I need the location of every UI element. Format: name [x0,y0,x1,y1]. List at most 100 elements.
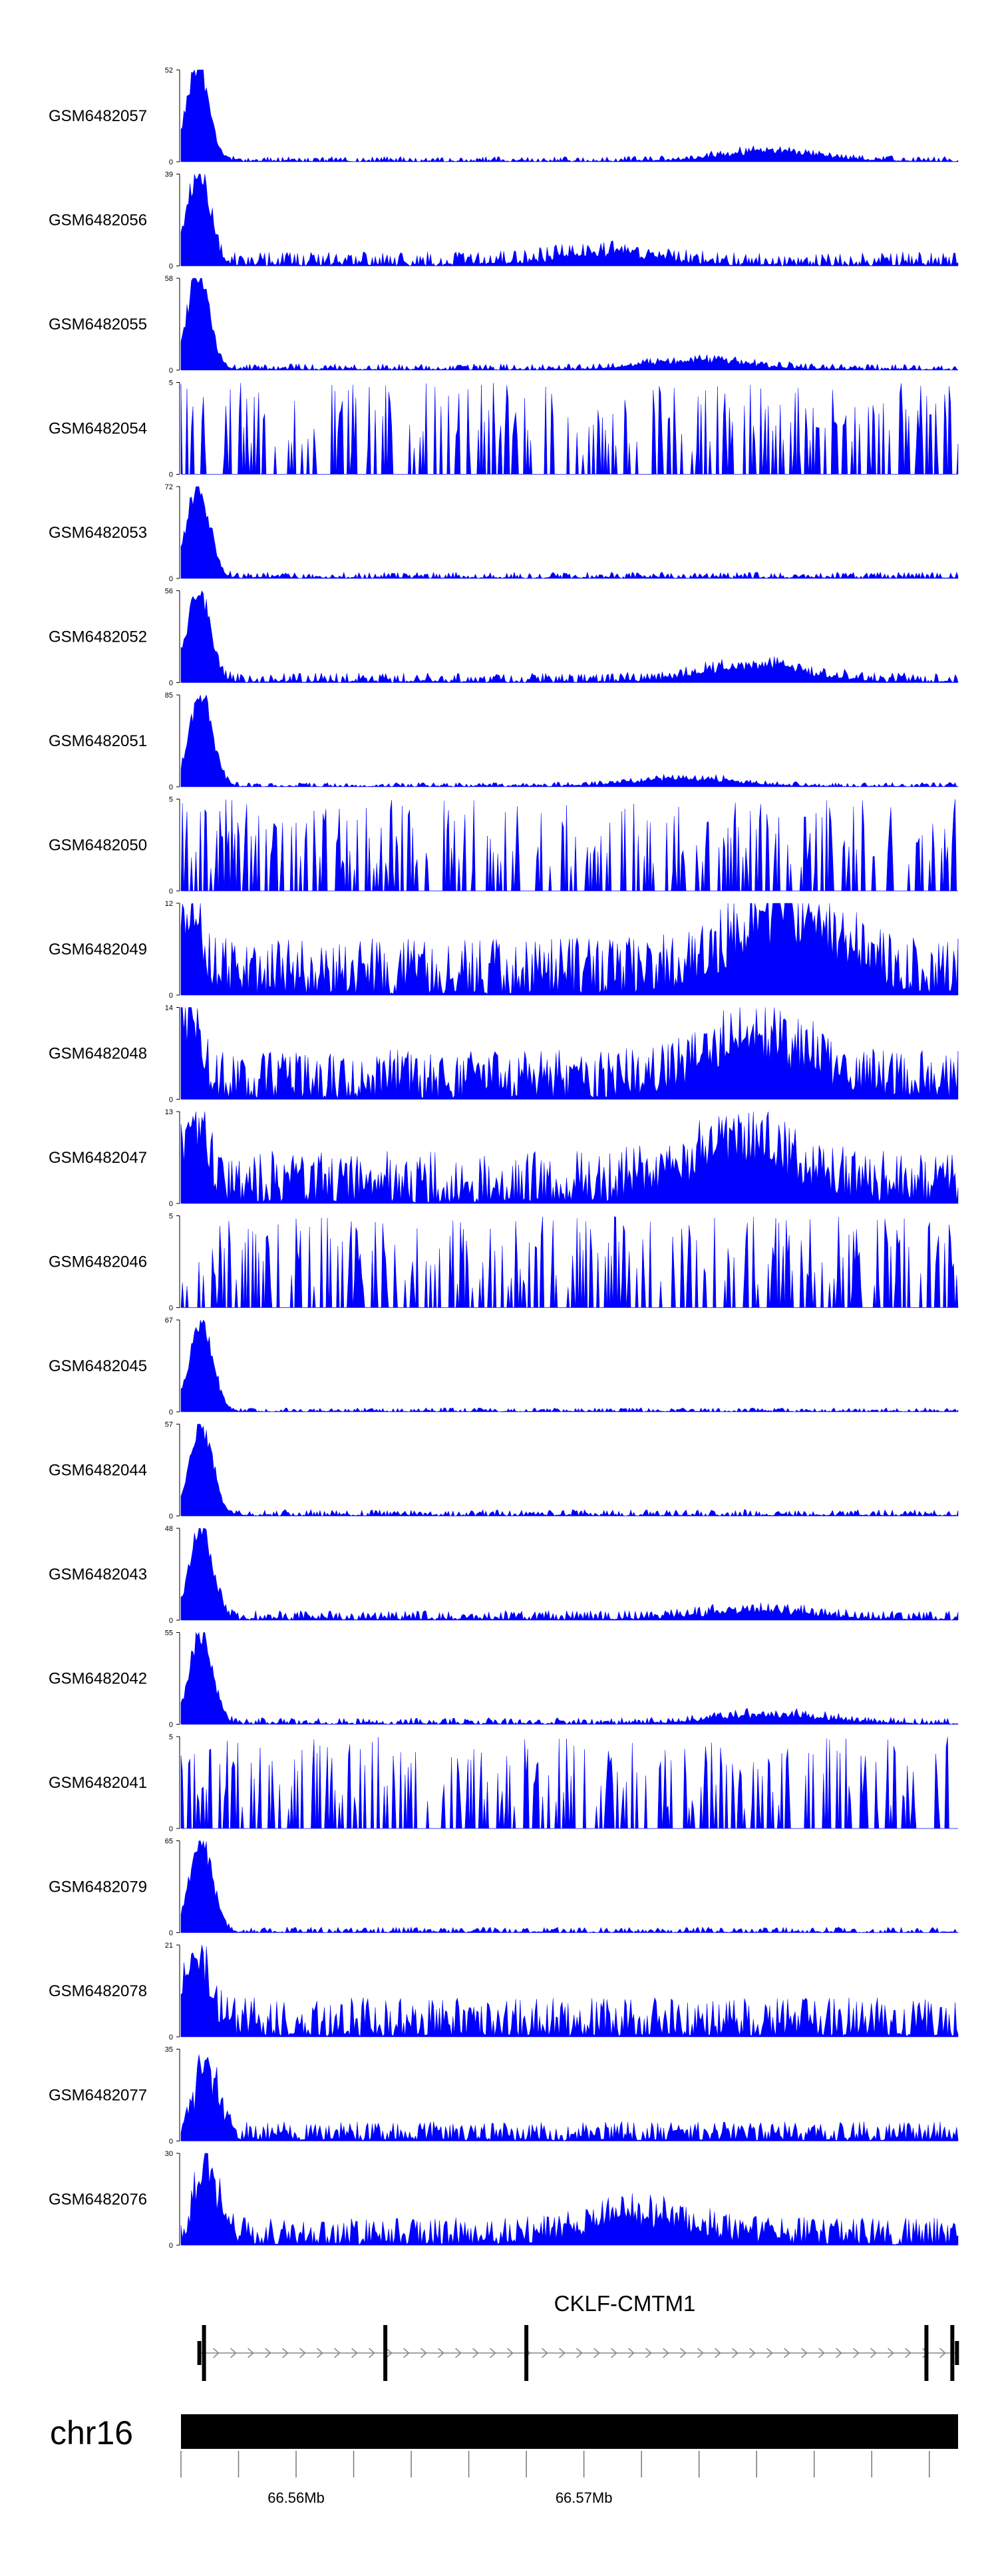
track-label: GSM6482049 [49,941,147,959]
track-label: GSM6482052 [49,628,147,646]
strand-chevron [282,2348,289,2358]
y-max-label: 12 [165,900,173,908]
y-min-label: 0 [169,1617,173,1625]
signal-area [180,2054,959,2141]
track-GSM6482077: GSM6482077 35 0 [49,2046,959,2146]
exon [383,2325,388,2381]
utr [955,2341,959,2365]
gene-name: CKLF-CMTM1 [554,2291,696,2316]
y-min-label: 0 [169,1930,173,1938]
signal-area [180,1007,959,1100]
strand-chevron [265,2348,271,2358]
strand-chevron [455,2348,462,2358]
strand-chevron [663,2348,669,2358]
y-max-label: 56 [165,588,173,596]
y-min-label: 0 [169,2242,173,2250]
signal-area [180,486,959,579]
track-label: GSM6482057 [49,107,147,125]
track-GSM6482047: GSM6482047 13 0 [49,1108,959,1208]
strand-chevron [230,2348,237,2358]
signal-area [180,1840,959,1934]
strand-chevron [403,2348,410,2358]
exon [524,2325,529,2381]
strand-chevron [542,2348,548,2358]
strand-chevron [317,2348,323,2358]
y-min-label: 0 [169,471,173,479]
signal-area [180,1111,959,1204]
signal-area [180,174,959,267]
y-min-label: 0 [169,575,173,583]
y-max-label: 5 [169,796,173,804]
strand-chevron [784,2348,790,2358]
y-min-label: 0 [169,992,173,1000]
strand-chevron [836,2348,842,2358]
y-max-label: 21 [165,1942,173,1950]
track-label: GSM6482041 [49,1774,147,1792]
strand-chevron [369,2348,375,2358]
y-max-label: 85 [165,692,173,700]
y-min-label: 0 [169,367,173,375]
y-min-label: 0 [169,2138,173,2146]
signal-area [180,382,959,475]
gene-model: CKLF-CMTM1 [197,2291,959,2381]
signal-area [180,278,959,371]
track-label: GSM6482046 [49,1253,147,1271]
track-label: GSM6482055 [49,316,147,333]
y-min-label: 0 [169,888,173,896]
strand-chevron [420,2348,427,2358]
track-GSM6482052: GSM6482052 56 0 [49,588,959,688]
strand-chevron [593,2348,600,2358]
y-min-label: 0 [169,1096,173,1104]
y-max-label: 72 [165,483,173,491]
signal-area [180,1528,959,1621]
signal-area [180,903,959,996]
exon [924,2325,929,2381]
y-min-label: 0 [169,1825,173,1833]
y-max-label: 48 [165,1525,173,1533]
track-GSM6482053: GSM6482053 72 0 [49,483,959,583]
signal-area [180,799,958,891]
strand-chevron [870,2348,877,2358]
y-min-label: 0 [169,1513,173,1521]
exon [202,2325,206,2381]
track-GSM6482045: GSM6482045 67 0 [49,1317,959,1416]
y-min-label: 0 [169,263,173,271]
strand-chevron [766,2348,773,2358]
exon [950,2325,955,2381]
strand-chevron [213,2348,220,2358]
track-label: GSM6482053 [49,524,147,542]
strand-chevron [334,2348,341,2358]
track-label: GSM6482050 [49,837,147,855]
strand-chevron [680,2348,687,2358]
strand-chevron [248,2348,254,2358]
y-max-label: 57 [165,1421,173,1429]
y-max-label: 5 [169,1733,173,1741]
track-GSM6482041: GSM6482041 5 0 [49,1733,958,1833]
signal-area [180,1424,959,1517]
strand-chevron [438,2348,444,2358]
strand-chevron [697,2348,704,2358]
signal-area [180,1631,959,1725]
track-GSM6482042: GSM6482042 55 0 [49,1629,959,1729]
y-max-label: 67 [165,1317,173,1325]
track-label: GSM6482051 [49,732,147,750]
utr [197,2341,202,2365]
track-GSM6482076: GSM6482076 30 0 [49,2150,959,2250]
y-max-label: 55 [165,1629,173,1637]
signal-area [180,590,959,684]
signal-area [180,2153,959,2246]
track-GSM6482057: GSM6482057 52 0 [49,67,959,166]
strand-chevron [299,2348,306,2358]
track-GSM6482049: GSM6482049 12 0 [49,900,959,1000]
strand-chevron [611,2348,617,2358]
track-GSM6482051: GSM6482051 85 0 [49,692,959,791]
chromosome-axis: chr16 66.56Mb 66.57Mb [50,2414,958,2506]
chromosome-label: chr16 [50,2414,133,2452]
axis-tick-label: 66.57Mb [556,2489,613,2506]
y-min-label: 0 [169,680,173,688]
y-max-label: 39 [165,171,173,179]
y-max-label: 65 [165,1838,173,1846]
strand-chevron [628,2348,635,2358]
strand-chevron [351,2348,358,2358]
